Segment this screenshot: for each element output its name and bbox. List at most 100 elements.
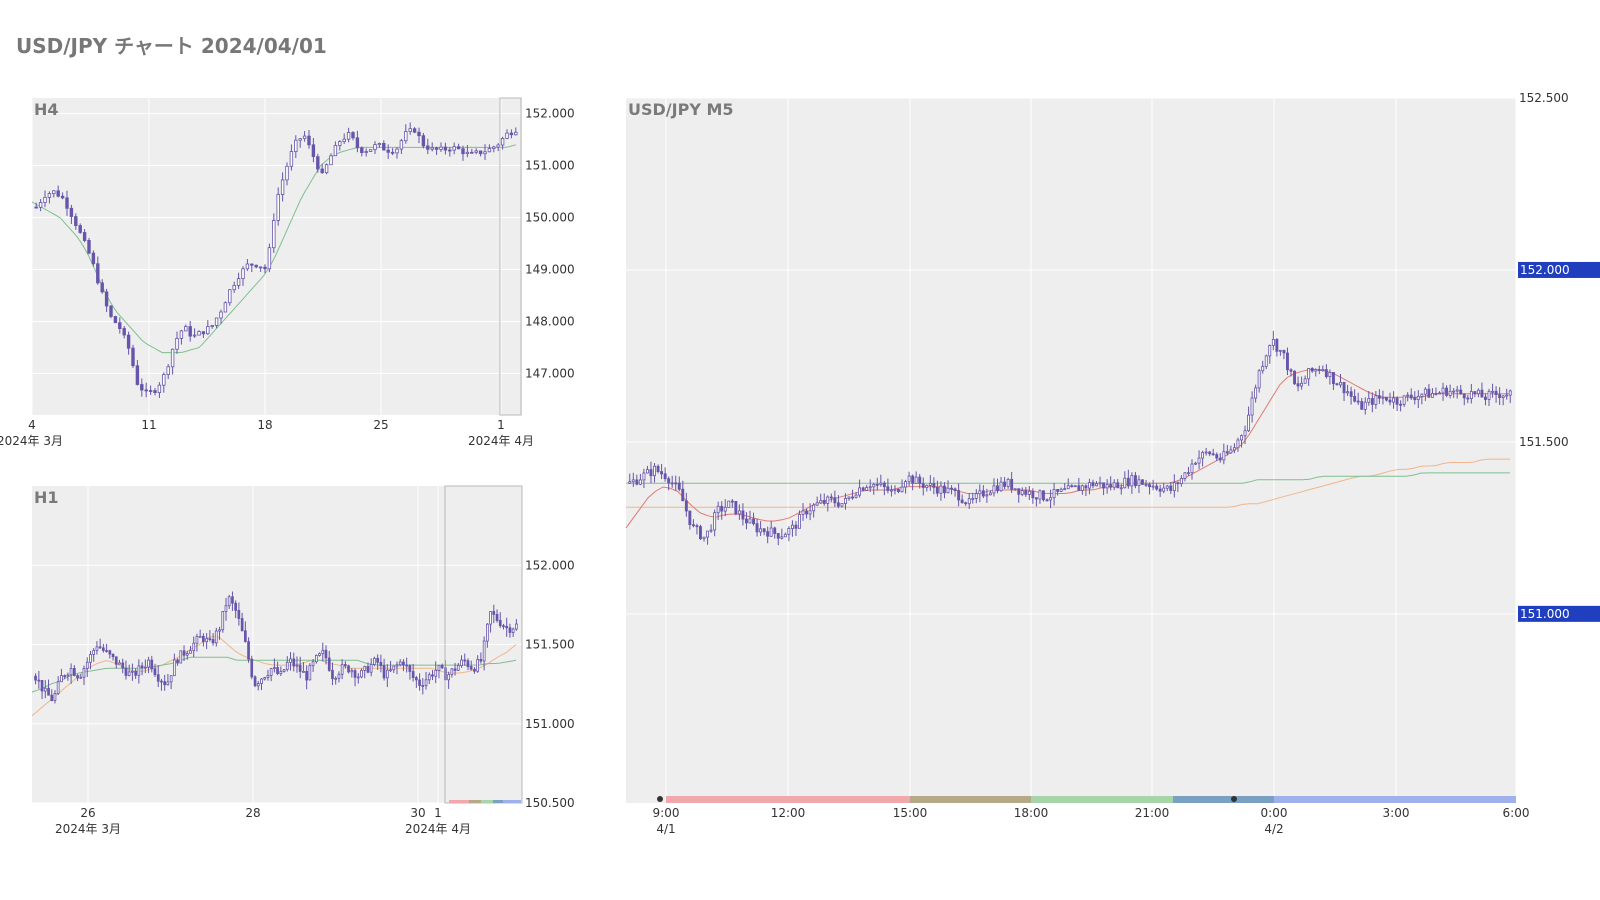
m5-candle-body bbox=[836, 502, 840, 507]
m5-candle-body bbox=[1031, 490, 1035, 499]
m5-candle-body bbox=[911, 475, 915, 484]
h1-candle-body bbox=[211, 639, 215, 644]
m5-candle-body bbox=[1293, 370, 1296, 385]
h4-candle-body bbox=[38, 202, 43, 208]
m5-candle-body bbox=[1123, 477, 1127, 489]
m5-candle-body bbox=[829, 496, 833, 499]
m5-candle-body bbox=[844, 497, 847, 504]
m5-candle-body bbox=[1431, 392, 1434, 398]
m5-candle-body bbox=[1402, 395, 1406, 405]
m5-candle-body bbox=[794, 524, 798, 529]
h1-candle-body bbox=[489, 611, 492, 625]
m5-candle-body bbox=[737, 510, 741, 515]
m5-candle-body bbox=[1296, 383, 1300, 387]
m5-candle-body bbox=[826, 496, 830, 504]
m5-candle-body bbox=[688, 510, 692, 526]
h4-candle-body bbox=[470, 151, 474, 154]
m5-candle-body bbox=[1324, 369, 1328, 378]
m5-candle-body bbox=[1137, 479, 1141, 486]
m5-candle-body bbox=[971, 498, 975, 500]
h4-candle-body bbox=[223, 302, 228, 313]
h4-candle-body bbox=[157, 384, 162, 394]
m5-candle-body bbox=[1003, 481, 1006, 487]
h4-x-tick-label: 1 bbox=[497, 418, 505, 432]
m5-candle-body bbox=[1310, 367, 1314, 372]
m5-candle-body bbox=[974, 493, 978, 499]
h4-candle-body bbox=[236, 278, 241, 286]
h1-candle-body bbox=[56, 681, 60, 694]
m5-candle-body bbox=[854, 494, 858, 498]
m5-candle-body bbox=[985, 494, 989, 497]
m5-candle-body bbox=[791, 524, 794, 529]
m5-x-tick-label: 3:00 bbox=[1383, 806, 1410, 820]
h4-candle-body bbox=[241, 268, 245, 279]
m5-candle-body bbox=[1452, 390, 1456, 393]
m5-candle-body bbox=[999, 481, 1003, 492]
m5-candle-body bbox=[1211, 453, 1215, 456]
h1-candle-body bbox=[418, 679, 421, 686]
h4-candle-body bbox=[474, 150, 478, 153]
m5-ma-fast-line bbox=[625, 369, 1510, 529]
m5-candle-body bbox=[1063, 488, 1067, 491]
m5-candle-body bbox=[1257, 370, 1261, 389]
m5-candle-body bbox=[1187, 472, 1190, 475]
m5-candle-body bbox=[1484, 396, 1487, 400]
h4-candle-body bbox=[272, 219, 276, 249]
h4-candle-body bbox=[355, 137, 360, 149]
m5-candle-body bbox=[663, 473, 667, 480]
h1-candle-body bbox=[221, 611, 225, 631]
h1-candle-body bbox=[130, 670, 134, 673]
m5-session-band bbox=[910, 796, 1031, 803]
m5-candle-body bbox=[1134, 475, 1137, 487]
m5-price-badge bbox=[1518, 605, 1600, 622]
h1-candle-body bbox=[124, 667, 128, 676]
m5-candle-body bbox=[1476, 389, 1480, 395]
m5-candle-body bbox=[787, 528, 791, 535]
h1-candle-body bbox=[247, 641, 250, 660]
h4-candle-body bbox=[333, 144, 338, 157]
h1-candle-body bbox=[234, 602, 237, 611]
m5-candle-body bbox=[812, 504, 816, 512]
h1-candle-body bbox=[498, 620, 502, 627]
h1-candle-body bbox=[121, 662, 125, 669]
h4-candle-body bbox=[153, 390, 157, 394]
h1-candle-body bbox=[340, 664, 344, 675]
h1-candle-body bbox=[460, 659, 463, 666]
h1-candle-body bbox=[356, 676, 360, 679]
h4-candle-body bbox=[505, 132, 509, 139]
h4-candle-body bbox=[465, 151, 470, 155]
m5-candle-body bbox=[801, 510, 805, 515]
m5-candle-body bbox=[1243, 430, 1247, 437]
h1-candle-body bbox=[363, 666, 367, 671]
m5-candle-body bbox=[1010, 478, 1014, 490]
m5-candle-body bbox=[1416, 395, 1420, 400]
h1-candle-body bbox=[421, 685, 425, 687]
h1-candle-body bbox=[369, 664, 373, 673]
h4-candle-body bbox=[514, 131, 518, 136]
h1-candle-body bbox=[95, 646, 99, 651]
m5-candle-body bbox=[1102, 482, 1105, 489]
m5-candle-body bbox=[1377, 395, 1381, 399]
h4-candle-body bbox=[377, 142, 382, 146]
m5-candle-body bbox=[776, 533, 780, 539]
m5-candle-body bbox=[1073, 485, 1077, 488]
m5-candle-body bbox=[1024, 490, 1028, 495]
m5-candle-body bbox=[1190, 463, 1194, 474]
m5-candle-body bbox=[1448, 390, 1452, 396]
m5-candle-body bbox=[1381, 396, 1385, 399]
m5-candle-body bbox=[822, 499, 826, 504]
m5-candle-body bbox=[773, 527, 777, 534]
m5-candle-body bbox=[1445, 387, 1448, 396]
m5-candle-body bbox=[642, 472, 646, 481]
m5-candle-body bbox=[628, 481, 632, 484]
m5-candle-body bbox=[1303, 378, 1307, 384]
h1-candle-body bbox=[73, 668, 76, 676]
m5-candle-body bbox=[967, 498, 971, 505]
h4-candle-body bbox=[342, 138, 346, 142]
m5-candle-body bbox=[769, 527, 773, 537]
h1-candle-body bbox=[40, 680, 44, 692]
h1-candle-body bbox=[427, 674, 431, 681]
h4-candle-body bbox=[87, 239, 91, 254]
h4-candle-body bbox=[74, 216, 78, 227]
m5-candle-body bbox=[1462, 393, 1466, 399]
